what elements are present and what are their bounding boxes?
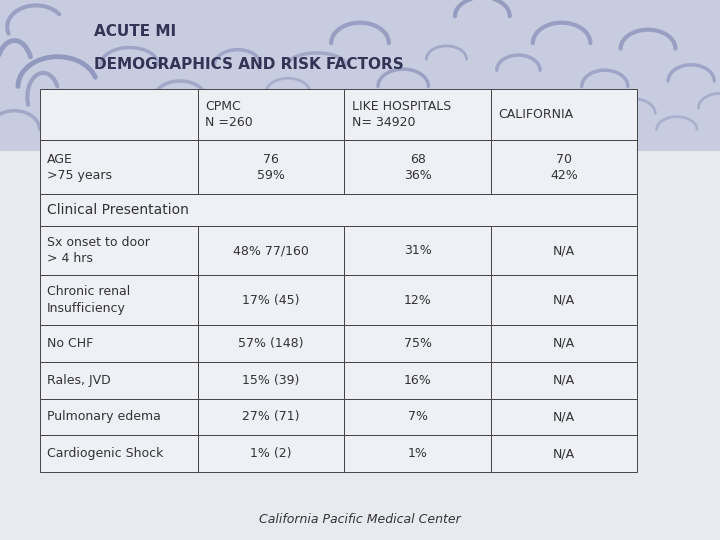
Bar (344, 435, 491, 472)
Text: 1% (2): 1% (2) (251, 447, 292, 460)
Bar (198, 140, 344, 194)
Text: 75%: 75% (404, 337, 431, 350)
Bar (198, 89, 344, 140)
Bar (344, 362, 491, 399)
Text: DEMOGRAPHICS AND RISK FACTORS: DEMOGRAPHICS AND RISK FACTORS (94, 57, 403, 72)
Bar (198, 275, 344, 325)
Bar (491, 362, 637, 399)
Text: 7%: 7% (408, 410, 428, 423)
Bar (40, 194, 637, 226)
Text: No CHF: No CHF (47, 337, 93, 350)
Text: LIKE HOSPITALS
N= 34920: LIKE HOSPITALS N= 34920 (351, 100, 451, 130)
Bar (40, 140, 198, 194)
Bar (40, 435, 198, 472)
Bar (344, 275, 491, 325)
Text: 57% (148): 57% (148) (238, 337, 304, 350)
Text: Sx onset to door
> 4 hrs: Sx onset to door > 4 hrs (47, 236, 150, 265)
Text: 1%: 1% (408, 447, 428, 460)
Bar (491, 435, 637, 472)
Text: 70
42%: 70 42% (550, 153, 578, 182)
Bar (40, 362, 198, 399)
Text: CALIFORNIA: CALIFORNIA (498, 108, 573, 122)
Text: N/A: N/A (553, 337, 575, 350)
Text: 31%: 31% (404, 244, 431, 257)
Text: CPMC
N =260: CPMC N =260 (205, 100, 253, 130)
Text: 16%: 16% (404, 374, 431, 387)
Text: Cardiogenic Shock: Cardiogenic Shock (47, 447, 163, 460)
Text: 27% (71): 27% (71) (243, 410, 300, 423)
Bar (40, 226, 198, 275)
Bar (344, 226, 491, 275)
Text: 15% (39): 15% (39) (243, 374, 300, 387)
Text: N/A: N/A (553, 244, 575, 257)
Text: ACUTE MI: ACUTE MI (94, 24, 176, 39)
Bar (40, 89, 198, 140)
Text: 76
59%: 76 59% (257, 153, 285, 182)
Bar (198, 325, 344, 362)
Text: 17% (45): 17% (45) (243, 294, 300, 307)
Text: AGE
>75 years: AGE >75 years (47, 153, 112, 182)
Text: Chronic renal
Insufficiency: Chronic renal Insufficiency (47, 286, 130, 315)
Text: 48% 77/160: 48% 77/160 (233, 244, 309, 257)
Text: 12%: 12% (404, 294, 431, 307)
Bar (491, 399, 637, 435)
Bar (344, 140, 491, 194)
Bar (344, 399, 491, 435)
Bar (344, 89, 491, 140)
Bar (40, 399, 198, 435)
Bar (491, 275, 637, 325)
Bar (198, 226, 344, 275)
Text: Clinical Presentation: Clinical Presentation (47, 203, 189, 217)
Bar (198, 399, 344, 435)
Bar (40, 325, 198, 362)
Bar (344, 325, 491, 362)
Bar (491, 89, 637, 140)
Bar (0, 0, 720, 151)
Bar (198, 435, 344, 472)
Bar (40, 275, 198, 325)
Text: Pulmonary edema: Pulmonary edema (47, 410, 161, 423)
Text: N/A: N/A (553, 294, 575, 307)
Text: California Pacific Medical Center: California Pacific Medical Center (259, 513, 461, 526)
Text: 68
36%: 68 36% (404, 153, 431, 182)
Text: N/A: N/A (553, 374, 575, 387)
Text: N/A: N/A (553, 447, 575, 460)
Bar (491, 140, 637, 194)
Bar (198, 362, 344, 399)
Text: N/A: N/A (553, 410, 575, 423)
Text: Rales, JVD: Rales, JVD (47, 374, 111, 387)
Bar (491, 226, 637, 275)
Bar (491, 325, 637, 362)
